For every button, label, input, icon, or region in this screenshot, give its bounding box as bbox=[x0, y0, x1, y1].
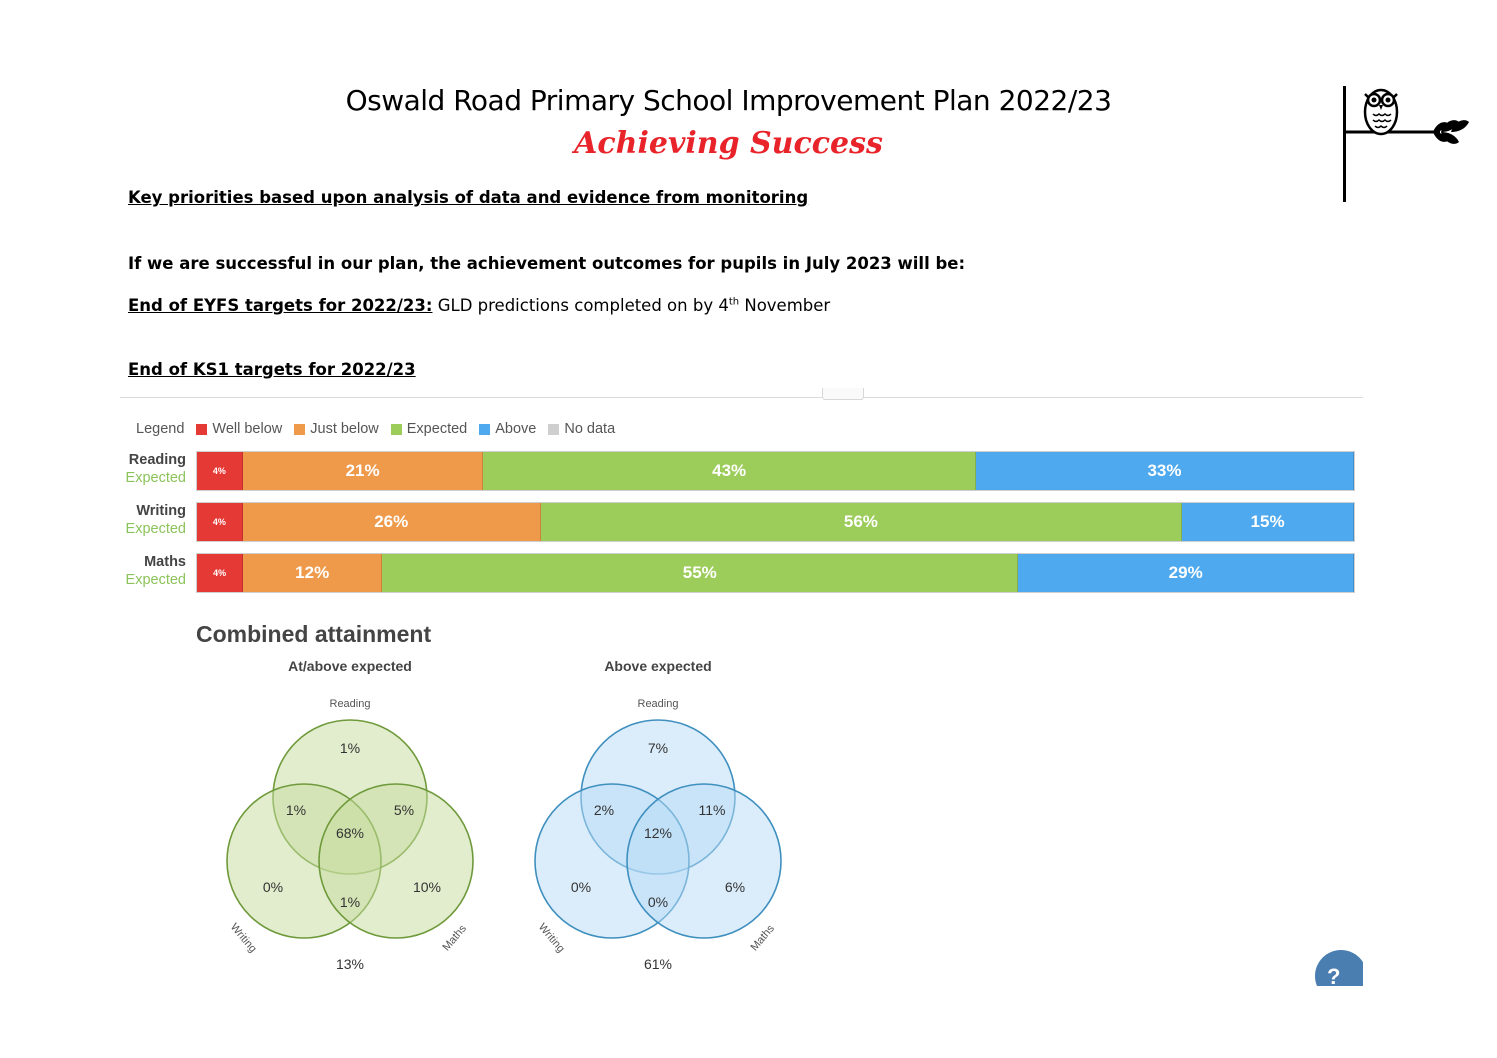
region-all: 12% bbox=[644, 825, 672, 841]
region-maths-only: 6% bbox=[725, 879, 745, 895]
logo-branch-post bbox=[1343, 86, 1346, 202]
venn-0: Reading Writing Maths 1% 1% 5% 68% 0% 10% 1% 13% bbox=[226, 698, 474, 972]
bar-segment-just-below[interactable]: 12% bbox=[243, 554, 383, 592]
eyfs-text: GLD predictions completed on by 4 bbox=[432, 296, 729, 315]
legend-text: No data bbox=[564, 421, 616, 437]
region-all: 68% bbox=[336, 825, 364, 841]
region-reading-maths: 5% bbox=[394, 802, 414, 818]
bar-segment-above[interactable]: 29% bbox=[1018, 554, 1354, 592]
page-subtitle: Achieving Success bbox=[574, 126, 883, 161]
bar-segment-above[interactable]: 33% bbox=[975, 452, 1354, 490]
row-label-writing: Writing Expected bbox=[110, 503, 186, 537]
key-priorities-heading: Key priorities based upon analysis of da… bbox=[128, 188, 809, 207]
eyfs-superscript: th bbox=[728, 296, 740, 308]
region-writing-maths: 0% bbox=[648, 894, 668, 910]
bar-segment-well-below[interactable]: 4% bbox=[197, 452, 243, 490]
region-maths-only: 10% bbox=[413, 879, 441, 895]
set-label-writing: Writing bbox=[536, 921, 567, 955]
chart-top-border bbox=[120, 397, 1363, 398]
eyfs-line: End of EYFS targets for 2022/23: GLD pre… bbox=[128, 296, 830, 315]
owl-logo-icon bbox=[1345, 88, 1469, 144]
stacked-bar-writing[interactable]: 4% 26% 56% 15% bbox=[196, 502, 1355, 542]
eyfs-text-end: November bbox=[739, 296, 831, 315]
ks1-heading: End of KS1 targets for 2022/23 bbox=[128, 360, 416, 379]
legend-item-well-below[interactable]: Well below bbox=[196, 421, 282, 437]
region-writing-maths: 1% bbox=[340, 894, 360, 910]
success-statement: If we are successful in our plan, the ac… bbox=[128, 254, 966, 273]
legend-swatch bbox=[390, 423, 402, 435]
region-reading-only: 7% bbox=[648, 740, 668, 756]
bar-segment-just-below[interactable]: 26% bbox=[242, 503, 541, 541]
set-label-maths: Maths bbox=[748, 922, 777, 953]
legend-swatch bbox=[196, 423, 208, 435]
venn-circle-maths[interactable] bbox=[626, 783, 782, 939]
chart-legend: Legend Well below Just below Expected Above… bbox=[136, 421, 615, 437]
venn-1: Reading Writing Maths 7% 2% 11% 12% 0% 6% 0% 61% bbox=[534, 698, 782, 972]
row-subject: Maths bbox=[144, 554, 186, 570]
row-target: Expected bbox=[125, 470, 186, 486]
row-target: Expected bbox=[125, 521, 186, 537]
bar-segment-expected[interactable]: 55% bbox=[382, 554, 1019, 592]
set-label-maths: Maths bbox=[440, 922, 469, 953]
region-none: 13% bbox=[336, 956, 364, 972]
stacked-bar-maths[interactable]: 4% 12% 55% 29% bbox=[196, 553, 1355, 593]
row-subject: Writing bbox=[136, 503, 186, 519]
region-reading-writing: 2% bbox=[594, 802, 614, 818]
svg-text:?: ? bbox=[1327, 964, 1340, 986]
bar-segment-well-below[interactable]: 4% bbox=[197, 503, 243, 541]
row-target: Expected bbox=[125, 572, 186, 588]
region-none: 61% bbox=[644, 956, 672, 972]
legend-text: Well below bbox=[212, 421, 283, 437]
region-reading-maths: 11% bbox=[699, 802, 726, 818]
legend-item-expected[interactable]: Expected bbox=[390, 421, 468, 437]
bar-segment-expected[interactable]: 56% bbox=[540, 503, 1183, 541]
legend-swatch bbox=[479, 423, 491, 435]
bar-segment-expected[interactable]: 43% bbox=[483, 452, 976, 490]
stacked-bar-reading[interactable]: 4% 21% 43% 33% bbox=[196, 451, 1355, 491]
set-label-reading: Reading bbox=[330, 698, 371, 710]
row-label-maths: Maths Expected bbox=[110, 554, 186, 588]
bar-segment-well-below[interactable]: 4% bbox=[197, 554, 244, 592]
row-subject: Reading bbox=[128, 452, 186, 468]
bar-segment-just-below[interactable]: 21% bbox=[242, 452, 484, 490]
set-label-writing: Writing bbox=[228, 921, 259, 955]
region-writing-only: 0% bbox=[571, 879, 591, 895]
chart-collapse-tab[interactable] bbox=[822, 388, 864, 400]
region-writing-only: 0% bbox=[263, 879, 283, 895]
combined-attainment-title: Combined attainment bbox=[196, 621, 432, 647]
region-reading-writing: 1% bbox=[286, 802, 306, 818]
page-title: Oswald Road Primary School Improvement P… bbox=[345, 84, 1112, 117]
legend-item-no-data[interactable]: No data bbox=[548, 421, 615, 437]
legend-text: Expected bbox=[406, 421, 468, 437]
legend-swatch bbox=[548, 423, 560, 435]
region-reading-only: 1% bbox=[340, 740, 360, 756]
legend-text: Just below bbox=[310, 421, 379, 437]
legend-text: Above bbox=[495, 421, 537, 437]
legend-label: Legend bbox=[136, 421, 185, 437]
venn-circle-maths[interactable] bbox=[318, 783, 474, 939]
eyfs-heading: End of EYFS targets for 2022/23: bbox=[128, 296, 433, 315]
legend-swatch bbox=[294, 423, 306, 435]
venn-title-at-above: At/above expected bbox=[288, 658, 412, 674]
set-label-reading: Reading bbox=[638, 698, 679, 710]
legend-item-above[interactable]: Above bbox=[479, 421, 536, 437]
row-label-reading: Reading Expected bbox=[110, 452, 186, 486]
venn-title-above: Above expected bbox=[604, 658, 712, 674]
help-icon[interactable]: ? bbox=[1315, 950, 1363, 986]
bar-segment-above[interactable]: 15% bbox=[1182, 503, 1354, 541]
legend-item-just-below[interactable]: Just below bbox=[294, 421, 379, 437]
